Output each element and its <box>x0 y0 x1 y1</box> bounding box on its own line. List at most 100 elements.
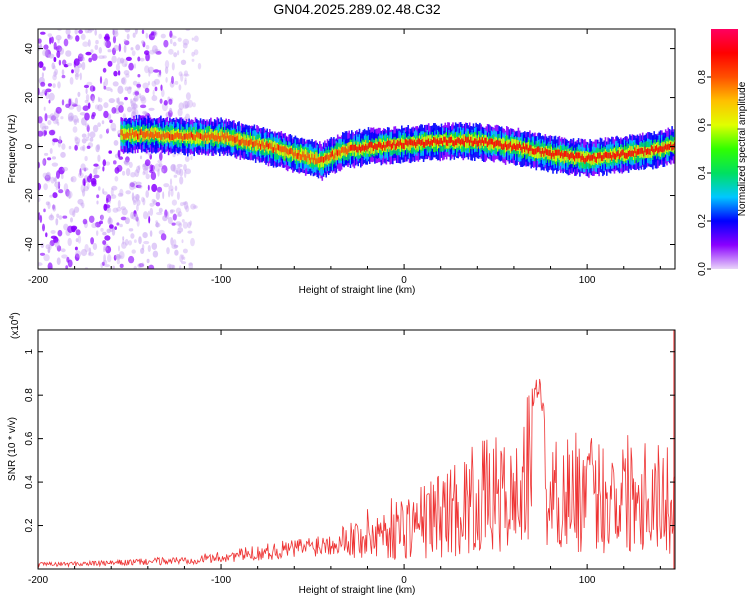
heatmap-cell <box>59 47 64 55</box>
heatmap-cell <box>173 174 178 178</box>
heatmap-cell <box>150 171 157 181</box>
heatmap-cell <box>477 134 480 146</box>
heatmap-cell <box>60 116 64 120</box>
heatmap-cell <box>130 47 134 51</box>
heatmap-cell <box>39 122 46 129</box>
heatmap-cell <box>103 254 106 263</box>
heatmap-cell <box>670 141 672 148</box>
heatmap-cell <box>105 40 112 49</box>
heatmap-cell <box>166 131 169 138</box>
heatmap-cell <box>485 137 488 144</box>
heatmap-cell <box>239 139 242 146</box>
heatmap-cell <box>289 148 292 154</box>
heatmap-cell <box>160 84 163 91</box>
heatmap-cell <box>176 191 180 200</box>
heatmap-cell <box>368 141 371 148</box>
heatmap-cell <box>389 140 391 147</box>
spectrogram-x-axis: -200 -100 0 100 <box>28 29 661 286</box>
heatmap-cell <box>43 44 49 50</box>
snr-x-tick-label: -200 <box>28 575 48 586</box>
heatmap-cell <box>288 149 290 156</box>
heatmap-cell <box>362 144 365 151</box>
heatmap-cell <box>132 108 139 117</box>
heatmap-cell <box>556 149 558 156</box>
heatmap-cell <box>124 133 126 140</box>
heatmap-cell <box>433 136 435 143</box>
heatmap-cell <box>335 149 338 161</box>
heatmap-cell <box>540 151 543 157</box>
heatmap-cell <box>118 105 124 113</box>
heatmap-cell <box>173 239 177 247</box>
heatmap-cell <box>153 78 160 85</box>
heatmap-cell <box>128 240 132 246</box>
heatmap-cell <box>511 138 513 150</box>
heatmap-cell <box>181 135 184 142</box>
heatmap-cell <box>112 207 119 213</box>
heatmap-cell <box>41 159 45 165</box>
heatmap-cell <box>50 36 54 44</box>
heatmap-cell <box>240 138 243 145</box>
heatmap-cell <box>105 198 109 204</box>
heatmap-cell <box>445 139 448 146</box>
heatmap-cell <box>42 49 47 57</box>
heatmap-cell <box>379 141 381 148</box>
heatmap-cell <box>544 147 547 154</box>
heatmap-cell <box>93 163 99 167</box>
heatmap-cell <box>608 152 611 159</box>
heatmap-cell <box>132 199 137 206</box>
heatmap-cell <box>431 140 434 146</box>
heatmap-cell <box>439 138 441 144</box>
heatmap-cell <box>87 132 90 138</box>
heatmap-cell <box>66 62 73 67</box>
heatmap-cell <box>134 169 140 178</box>
heatmap-cell <box>189 220 192 226</box>
heatmap-cell <box>348 146 350 153</box>
heatmap-cell <box>198 132 201 139</box>
heatmap-cell <box>206 135 208 142</box>
heatmap-cell <box>530 144 532 151</box>
heatmap-cell <box>616 151 618 158</box>
heatmap-cell <box>342 146 344 153</box>
heatmap-cell <box>565 150 567 157</box>
heatmap-cell <box>162 131 165 138</box>
heatmap-cell <box>181 239 184 244</box>
heatmap-cell <box>88 29 95 32</box>
heatmap-cell <box>148 69 151 77</box>
heatmap-cell <box>319 157 321 164</box>
heatmap-cell <box>96 194 100 199</box>
heatmap-cell <box>139 95 146 102</box>
snr-x-tick-label: -100 <box>211 575 231 586</box>
heatmap-cell <box>84 112 90 121</box>
heatmap-cell <box>98 33 102 39</box>
heatmap-cell <box>363 145 366 152</box>
heatmap-cell <box>563 151 566 157</box>
heatmap-cell <box>74 246 78 251</box>
heatmap-cell <box>257 143 260 149</box>
heatmap-cell <box>55 106 62 114</box>
heatmap-cell <box>347 142 349 154</box>
heatmap-cell <box>147 81 151 86</box>
heatmap-cell <box>102 261 105 266</box>
heatmap-cell <box>547 149 549 156</box>
heatmap-cell <box>172 264 176 269</box>
heatmap-cell <box>197 132 199 144</box>
heatmap-cell <box>434 137 436 144</box>
heatmap-cell <box>155 220 158 224</box>
heatmap-cell <box>416 140 418 146</box>
heatmap-cell <box>550 146 553 158</box>
heatmap-cell <box>461 138 463 145</box>
heatmap-cell <box>575 152 577 159</box>
heatmap-cell <box>124 29 131 33</box>
heatmap-cell <box>96 230 99 237</box>
heatmap-cell <box>138 184 143 189</box>
snr-y-tick-label: 0.6 <box>24 431 35 445</box>
heatmap-cell <box>229 135 231 142</box>
heatmap-cell <box>582 156 585 163</box>
heatmap-cell <box>56 50 61 59</box>
heatmap-cell <box>106 128 109 134</box>
heatmap-cell <box>552 150 554 157</box>
heatmap-cell <box>168 48 174 55</box>
heatmap-cell <box>663 145 666 152</box>
heatmap-cell <box>175 207 182 215</box>
heatmap-cell <box>271 141 274 152</box>
